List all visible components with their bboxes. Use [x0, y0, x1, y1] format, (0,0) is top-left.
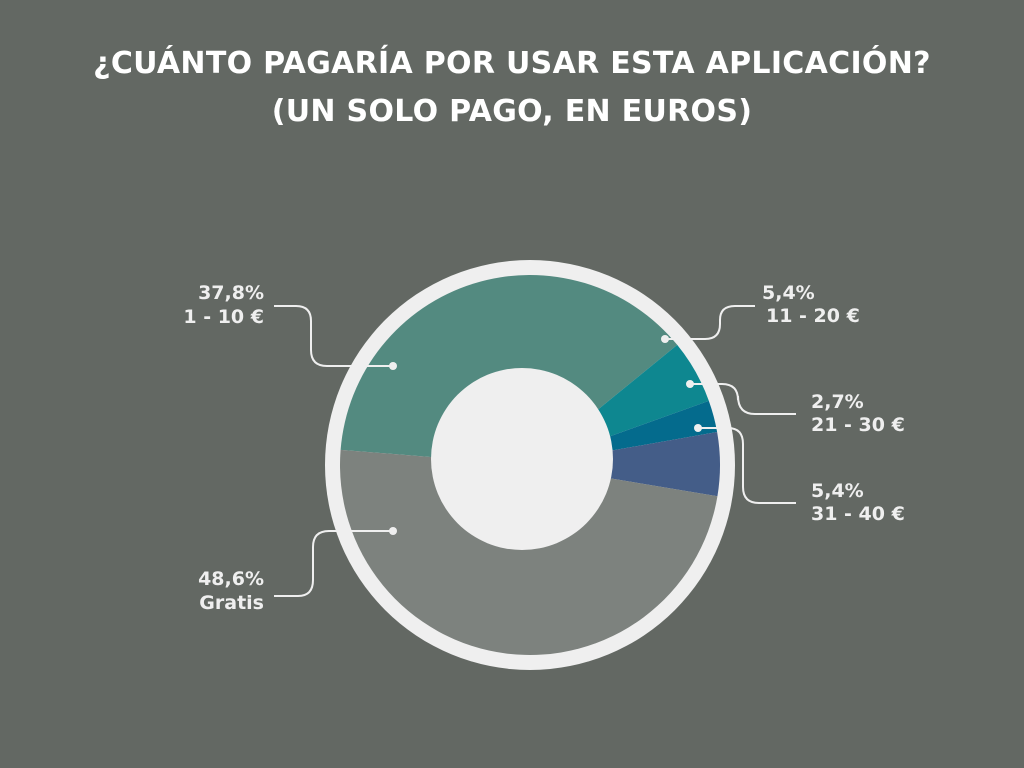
leader-line-11-20 — [665, 305, 755, 340]
leader-line-1-10 — [274, 305, 393, 367]
callout-gratis: 48,6% Gratis — [198, 527, 397, 614]
slice-31-40 — [530, 431, 720, 497]
slice-category-label-11-20: 11 - 20 € — [766, 305, 860, 327]
leader-dot-gratis — [389, 527, 397, 535]
slice-category-label-1-10: 1 - 10 € — [183, 306, 264, 328]
slice-percent-label-1-10: 37,8% — [198, 282, 264, 304]
chart-title-line-1: ¿CUÁNTO PAGARÍA POR USAR ESTA APLICACIÓN… — [93, 46, 931, 81]
leader-line-21-30 — [690, 383, 796, 415]
slice-percent-label-21-30: 2,7% — [811, 391, 864, 413]
chart-title-line-2: (UN SOLO PAGO, EN EUROS) — [271, 94, 753, 129]
slice-percent-label-gratis: 48,6% — [198, 568, 264, 590]
callout-1-10: 37,8% 1 - 10 € — [183, 282, 397, 370]
slice-percent-label-11-20: 5,4% — [762, 282, 815, 304]
callout-11-20: 5,4% 11 - 20 € — [661, 282, 860, 343]
leader-dot-1-10 — [389, 362, 397, 370]
leader-line-31-40 — [698, 427, 796, 504]
donut-hole — [431, 368, 613, 550]
slice-gratis — [339, 449, 718, 656]
leader-line-gratis — [274, 530, 393, 597]
leader-dot-11-20 — [661, 335, 669, 343]
slice-category-label-31-40: 31 - 40 € — [811, 503, 905, 525]
leader-dot-21-30 — [686, 380, 694, 388]
slice-category-label-21-30: 21 - 30 € — [811, 414, 905, 436]
donut-slices — [339, 275, 720, 656]
chart-title: ¿CUÁNTO PAGARÍA POR USAR ESTA APLICACIÓN… — [0, 40, 1024, 136]
callout-31-40: 5,4% 31 - 40 € — [694, 424, 905, 525]
slice-category-label-gratis: Gratis — [199, 592, 264, 614]
slice-percent-label-31-40: 5,4% — [811, 480, 864, 502]
leader-dot-31-40 — [694, 424, 702, 432]
callout-21-30: 2,7% 21 - 30 € — [686, 380, 905, 436]
